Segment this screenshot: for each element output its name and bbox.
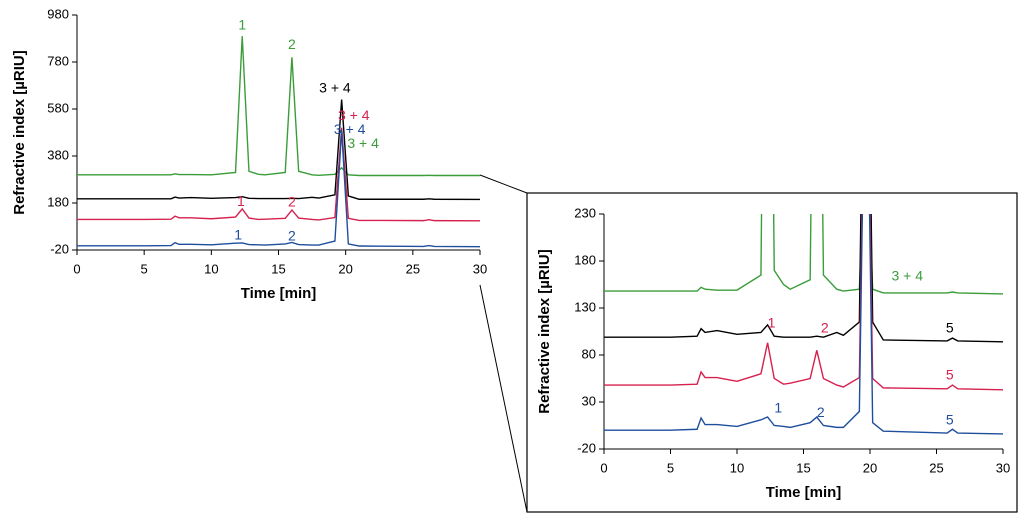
x-tick-label: 5 bbox=[667, 460, 674, 475]
x-axis-title: Time [min] bbox=[766, 484, 842, 501]
peak-label: 2 bbox=[288, 228, 296, 244]
peak-label: 2 bbox=[817, 404, 825, 420]
peak-label: 1 bbox=[234, 227, 242, 243]
y-tick-label: 80 bbox=[582, 346, 596, 361]
x-tick-label: 0 bbox=[600, 460, 607, 475]
zoom-frame bbox=[526, 192, 1018, 513]
zoom-connector bbox=[479, 284, 528, 513]
peak-label: 3 + 4 bbox=[338, 107, 370, 123]
trace bbox=[77, 99, 480, 201]
trace bbox=[77, 127, 480, 222]
peak-label: 1 bbox=[774, 399, 782, 415]
y-tick-label: 30 bbox=[582, 393, 596, 408]
peak-label: 2 bbox=[288, 194, 296, 210]
trace bbox=[604, 214, 1003, 295]
plot-lines bbox=[604, 214, 1003, 435]
x-tick-label: 25 bbox=[929, 460, 943, 475]
x-tick-label: 10 bbox=[730, 460, 744, 475]
x-tick-label: 20 bbox=[863, 460, 877, 475]
y-tick-label: 180 bbox=[47, 194, 69, 209]
peak-label: 2 bbox=[821, 319, 829, 335]
trace bbox=[604, 214, 1003, 343]
x-tick-label: 0 bbox=[73, 261, 80, 276]
trace bbox=[77, 130, 480, 248]
y-axis-title: Refractive index [µRIU] bbox=[536, 249, 553, 414]
trace bbox=[604, 214, 1003, 435]
zoom-connector bbox=[479, 174, 528, 194]
y-axis-title: Refractive index [µRIU] bbox=[11, 50, 28, 215]
x-tick-label: 5 bbox=[141, 261, 148, 276]
y-tick-label: 980 bbox=[47, 6, 69, 21]
x-tick-label: 20 bbox=[338, 261, 352, 276]
y-tick-label: 780 bbox=[47, 53, 69, 68]
y-tick-label: -20 bbox=[50, 241, 69, 256]
y-tick-label: 580 bbox=[47, 100, 69, 115]
x-tick-label: 25 bbox=[406, 261, 420, 276]
peak-label: 2 bbox=[288, 36, 296, 52]
peak-label: 3 + 4 bbox=[347, 135, 379, 151]
y-tick-label: 380 bbox=[47, 147, 69, 162]
y-tick-label: 230 bbox=[574, 205, 596, 220]
plot-lines bbox=[77, 36, 480, 248]
x-tick-label: 30 bbox=[473, 261, 487, 276]
y-tick-label: 180 bbox=[574, 252, 596, 267]
chart: -20 180 380 580 780 980 0 5 10 15 20 25 30 Time [min]… bbox=[11, 6, 487, 302]
x-axis-title: Time [min] bbox=[241, 285, 317, 302]
peak-label: 5 bbox=[946, 412, 954, 428]
peak-label: 1 bbox=[237, 193, 245, 209]
peak-label: 5 bbox=[946, 366, 954, 382]
trace bbox=[77, 36, 480, 177]
peak-label: 1 bbox=[238, 16, 246, 32]
peak-label: 3 + 4 bbox=[334, 121, 366, 137]
x-tick-label: 15 bbox=[271, 261, 285, 276]
peak-label: 1 bbox=[768, 315, 776, 331]
peak-label: 3 + 4 bbox=[891, 268, 923, 284]
peak-label: 3 + 4 bbox=[319, 80, 351, 96]
x-tick-label: 10 bbox=[204, 261, 218, 276]
y-tick-label: -20 bbox=[577, 440, 596, 455]
x-tick-label: 30 bbox=[996, 460, 1010, 475]
trace bbox=[604, 214, 1003, 391]
x-tick-label: 15 bbox=[796, 460, 810, 475]
y-tick-label: 130 bbox=[574, 299, 596, 314]
peak-label: 5 bbox=[946, 319, 954, 335]
